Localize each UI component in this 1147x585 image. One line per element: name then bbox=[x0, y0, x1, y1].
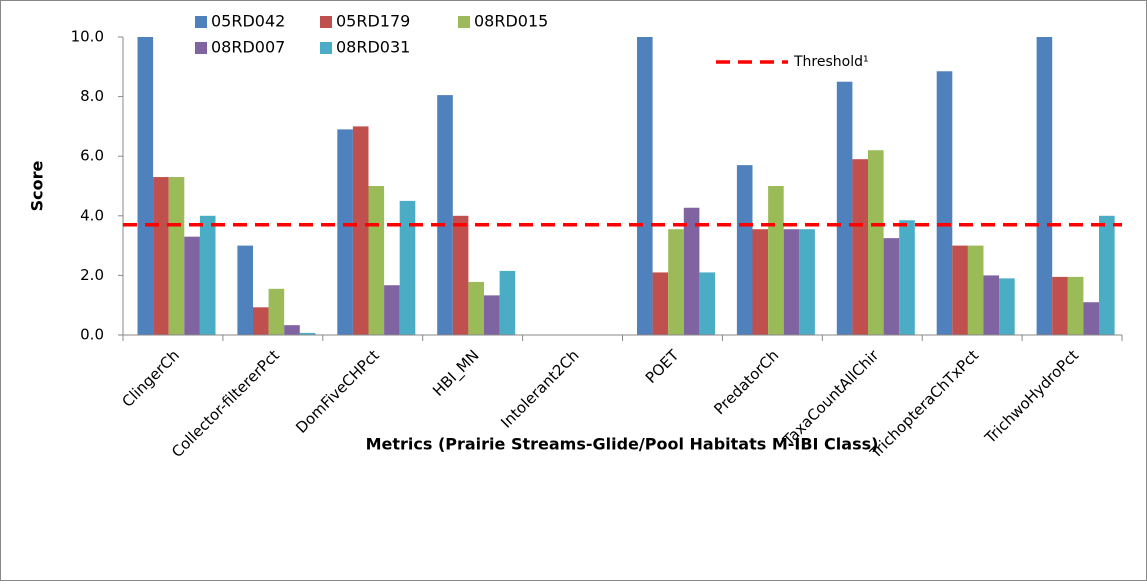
bar bbox=[199, 215, 216, 335]
bar bbox=[899, 220, 915, 335]
y-axis-title: Score bbox=[28, 160, 47, 211]
x-axis-title: Metrics (Prairie Streams-Glide/Pool Habi… bbox=[366, 435, 879, 454]
bar bbox=[637, 37, 653, 335]
legend-label: Threshold¹ bbox=[793, 54, 869, 70]
y-tick-label: 0.0 bbox=[80, 326, 104, 344]
bar bbox=[952, 245, 968, 335]
legend-swatch bbox=[320, 16, 332, 28]
bar bbox=[299, 332, 316, 335]
y-tick-label: 6.0 bbox=[80, 147, 104, 165]
bar bbox=[237, 245, 253, 335]
bar bbox=[468, 281, 484, 335]
bar bbox=[868, 150, 884, 335]
bar bbox=[1083, 302, 1099, 335]
bar bbox=[768, 186, 784, 335]
y-tick-label: 8.0 bbox=[80, 87, 104, 105]
bar bbox=[1036, 37, 1053, 335]
legend-label: 05RD179 bbox=[336, 12, 410, 31]
bar bbox=[783, 229, 800, 335]
y-tick-label: 10.0 bbox=[71, 28, 104, 46]
legend-label: 05RD042 bbox=[211, 12, 285, 31]
bar bbox=[752, 229, 769, 335]
legend-swatch bbox=[458, 16, 470, 28]
legend-swatch bbox=[320, 42, 332, 54]
bar bbox=[137, 37, 154, 335]
legend-label: 08RD007 bbox=[211, 38, 285, 57]
bar bbox=[883, 238, 900, 335]
bar bbox=[437, 95, 453, 335]
bar bbox=[268, 288, 285, 335]
bar bbox=[699, 272, 715, 335]
bar bbox=[452, 215, 469, 335]
bar bbox=[668, 229, 684, 335]
bar bbox=[153, 177, 169, 335]
bar bbox=[983, 275, 1000, 335]
y-tick-label: 2.0 bbox=[80, 266, 104, 284]
legend-swatch bbox=[195, 16, 207, 28]
bar bbox=[836, 81, 853, 335]
bar bbox=[499, 270, 516, 335]
bar bbox=[168, 177, 185, 335]
bar bbox=[652, 272, 669, 335]
bar bbox=[683, 207, 700, 335]
bar bbox=[184, 236, 200, 335]
legend-label: 08RD031 bbox=[336, 38, 410, 57]
bar bbox=[352, 126, 369, 336]
bar bbox=[368, 186, 385, 335]
bar bbox=[736, 165, 753, 335]
legend-label: 08RD015 bbox=[474, 12, 548, 31]
bar bbox=[399, 200, 416, 335]
bar bbox=[936, 71, 953, 336]
y-tick-label: 4.0 bbox=[80, 206, 104, 224]
bar bbox=[1067, 276, 1084, 335]
legend-swatch bbox=[195, 42, 207, 54]
bar bbox=[253, 307, 269, 335]
bar bbox=[1099, 215, 1115, 335]
bar bbox=[999, 278, 1015, 335]
bar bbox=[337, 129, 353, 335]
bar bbox=[484, 295, 500, 335]
bar bbox=[852, 159, 868, 335]
bar bbox=[799, 229, 815, 335]
bar bbox=[384, 285, 400, 335]
bar bbox=[284, 325, 300, 335]
bar bbox=[1052, 276, 1068, 335]
bar bbox=[967, 245, 984, 335]
